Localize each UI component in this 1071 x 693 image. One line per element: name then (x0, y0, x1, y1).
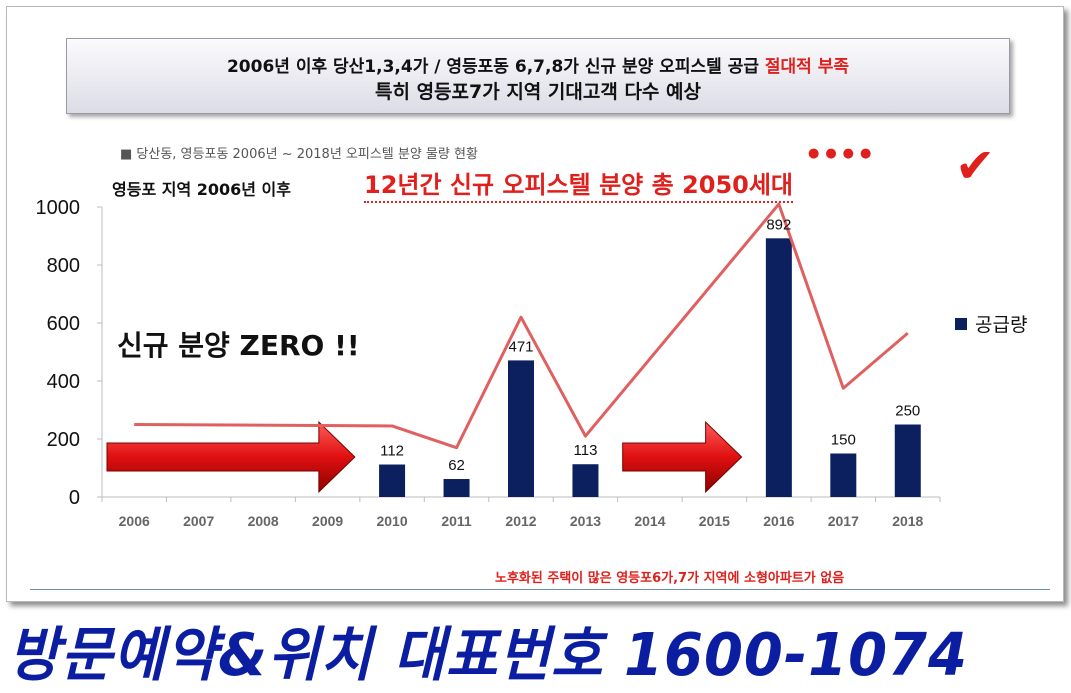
headline-line-1: 2006년 이후 당산1,3,4가 / 영등포동 6,7,8가 신규 분양 오피… (67, 52, 1009, 77)
emphasis-dots: ●●●● (808, 146, 878, 161)
x-tick-label: 2009 (312, 513, 343, 529)
bar (508, 360, 534, 497)
chart-note: ■ 당산동, 영등포동 2006년 ~ 2018년 오피스텔 분양 물량 현황 (120, 147, 478, 162)
data-label: 471 (508, 338, 533, 355)
x-tick-label: 2007 (183, 513, 214, 529)
data-label: 150 (831, 432, 856, 449)
divider-line (30, 589, 1050, 590)
data-label: 112 (380, 443, 404, 460)
x-tick-label: 2006 (119, 513, 150, 529)
legend-swatch (955, 318, 967, 330)
arrow-shape (622, 420, 743, 494)
y-tick-label: 0 (69, 487, 80, 509)
x-tick-label: 2011 (441, 513, 472, 529)
data-label: 113 (574, 442, 598, 459)
x-tick-label: 2015 (699, 513, 730, 529)
headline-line-2: 특히 영등포7가 지역 기대고객 다수 예상 (375, 81, 701, 103)
subtitle-highlight: 12년간 신규 오피스텔 분양 총 2050세대 (364, 165, 794, 203)
data-label: 62 (448, 457, 465, 474)
x-tick-label: 2008 (248, 513, 279, 529)
data-label: 250 (895, 403, 920, 420)
y-tick-label: 200 (47, 429, 80, 451)
check-mark-icon: ✔ (955, 138, 996, 194)
headline-line-1-text: 2006년 이후 당산1,3,4가 / 영등포동 6,7,8가 신규 분양 오피… (226, 57, 765, 77)
footnote: 노후화된 주택이 많은 영등포6가,7가 지역에 소형아파트가 없음 (495, 571, 845, 586)
y-tick-label: 800 (47, 255, 80, 277)
contact-banner: 방문예약&위치 대표번호 1600-1074 (8, 621, 968, 690)
bar (765, 238, 792, 497)
bar (379, 464, 406, 497)
x-tick-label: 2014 (634, 513, 665, 529)
x-tick-label: 2018 (892, 513, 923, 529)
y-tick-label: 600 (47, 313, 80, 335)
x-tick-label: 2010 (376, 513, 407, 529)
zero-supply-label: 신규 분양 ZERO !! (117, 329, 360, 362)
data-label: 892 (766, 216, 791, 233)
x-tick-label: 2016 (763, 513, 794, 529)
bar (830, 453, 857, 497)
x-tick-label: 2013 (570, 513, 601, 529)
headline-box: 2006년 이후 당산1,3,4가 / 영등포동 6,7,8가 신규 분양 오피… (66, 38, 1010, 114)
arrow-shape (106, 420, 356, 494)
trend-line (134, 202, 909, 450)
y-tick-label: 1000 (36, 197, 81, 219)
bar (443, 479, 470, 497)
x-tick-label: 2017 (828, 513, 859, 529)
y-tick-label: 400 (47, 371, 80, 393)
subtitle-left: 영등포 지역 2006년 이후 (112, 180, 292, 199)
supply-bar-chart: 0 200 400 600 800 1000 2006 2007 2008 2009 2010 201… (36, 197, 1028, 529)
x-tick-label: 2012 (505, 513, 536, 529)
legend-label: 공급량 (975, 314, 1027, 336)
bar (572, 464, 599, 497)
headline-line-1-highlight: 절대적 부족 (764, 57, 850, 77)
bar (894, 424, 921, 497)
